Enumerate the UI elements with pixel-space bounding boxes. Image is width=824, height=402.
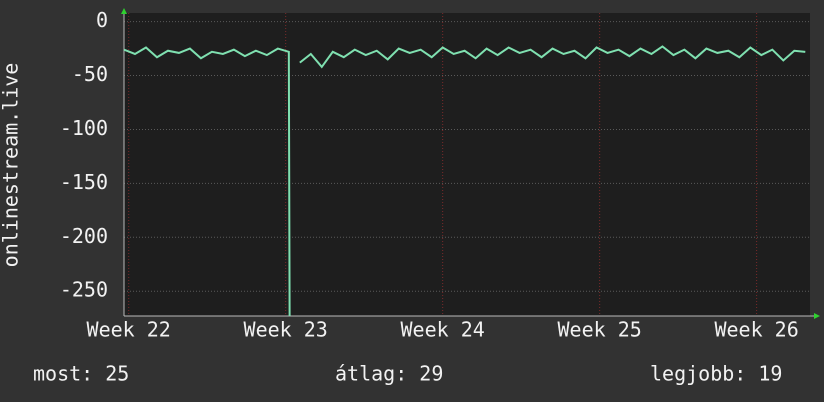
footer-best: legjobb: 19 xyxy=(650,362,782,386)
y-tick-label: -200 xyxy=(60,224,108,248)
axis-arrow xyxy=(814,313,820,319)
footer-current: most: 25 xyxy=(33,362,129,386)
y-tick-label: -100 xyxy=(60,116,108,140)
y-axis-label: onlinestream.live xyxy=(0,63,23,268)
x-tick-label: Week 24 xyxy=(401,318,485,342)
plot-area xyxy=(124,13,810,316)
x-tick-label: Week 25 xyxy=(557,318,641,342)
grid xyxy=(124,13,810,316)
axis-arrow xyxy=(121,8,127,14)
data-line xyxy=(123,45,806,317)
x-tick-label: Week 26 xyxy=(714,318,798,342)
y-tick-label: 0 xyxy=(96,8,108,32)
footer-average: átlag: 29 xyxy=(335,362,443,386)
x-tick-label: Week 23 xyxy=(244,318,328,342)
x-tick-label: Week 22 xyxy=(87,318,171,342)
y-tick-label: -250 xyxy=(60,278,108,302)
y-tick-label: -50 xyxy=(72,62,108,86)
y-tick-label: -150 xyxy=(60,170,108,194)
